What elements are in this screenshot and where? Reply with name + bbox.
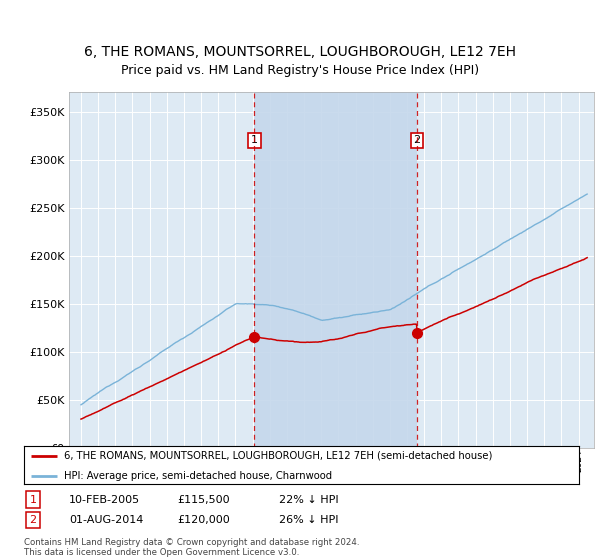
Text: 1: 1 bbox=[29, 494, 37, 505]
Text: 2: 2 bbox=[413, 136, 421, 146]
Text: 26% ↓ HPI: 26% ↓ HPI bbox=[279, 515, 338, 525]
Bar bbox=[254, 92, 417, 448]
Text: 2: 2 bbox=[29, 515, 37, 525]
Text: 01-AUG-2014: 01-AUG-2014 bbox=[69, 515, 143, 525]
Text: 1: 1 bbox=[251, 136, 258, 146]
Text: £115,500: £115,500 bbox=[177, 494, 230, 505]
Text: Price paid vs. HM Land Registry's House Price Index (HPI): Price paid vs. HM Land Registry's House … bbox=[121, 64, 479, 77]
Text: 10-FEB-2005: 10-FEB-2005 bbox=[69, 494, 140, 505]
Text: Contains HM Land Registry data © Crown copyright and database right 2024.
This d: Contains HM Land Registry data © Crown c… bbox=[24, 538, 359, 557]
Text: 22% ↓ HPI: 22% ↓ HPI bbox=[279, 494, 338, 505]
Text: HPI: Average price, semi-detached house, Charnwood: HPI: Average price, semi-detached house,… bbox=[64, 471, 332, 481]
Text: £120,000: £120,000 bbox=[177, 515, 230, 525]
Text: 6, THE ROMANS, MOUNTSORREL, LOUGHBOROUGH, LE12 7EH (semi-detached house): 6, THE ROMANS, MOUNTSORREL, LOUGHBOROUGH… bbox=[64, 451, 493, 461]
Text: 6, THE ROMANS, MOUNTSORREL, LOUGHBOROUGH, LE12 7EH: 6, THE ROMANS, MOUNTSORREL, LOUGHBOROUGH… bbox=[84, 45, 516, 59]
